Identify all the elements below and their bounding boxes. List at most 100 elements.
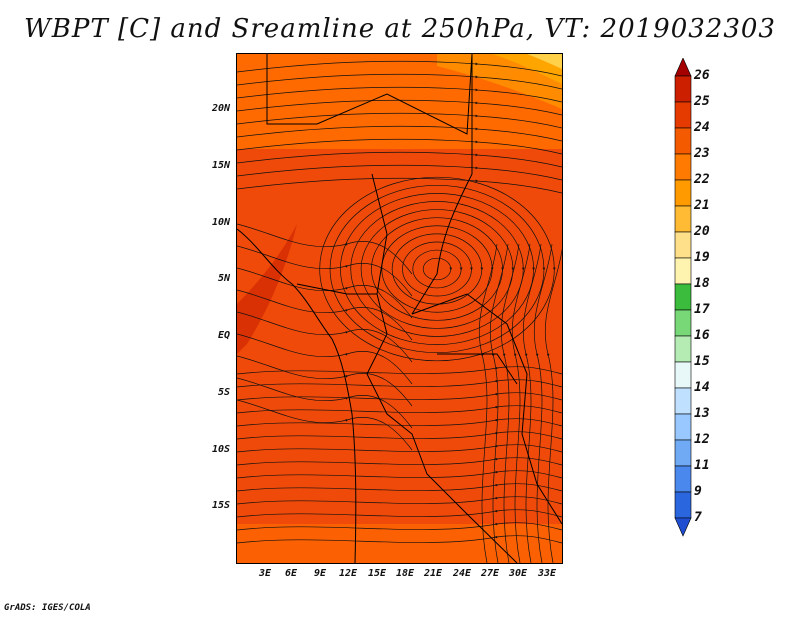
colorbar-box: [674, 257, 692, 285]
streamline: [371, 217, 504, 321]
colorbar-box: [674, 283, 692, 311]
footer-credit: GrADS: IGES/COLA: [4, 603, 91, 613]
map-svg: [237, 54, 562, 563]
colorbar-label: 11: [694, 458, 710, 473]
streamline: [237, 164, 562, 181]
lon-label-9e: 9E: [313, 568, 327, 579]
colorbar-bottom-arrow: [674, 517, 692, 537]
colorbar-box: [674, 361, 692, 389]
colorbar-label: 21: [694, 198, 710, 213]
streamline: [237, 125, 562, 142]
lon-label-15e: 15E: [367, 568, 387, 579]
streamline: [237, 60, 562, 77]
colorbar-label: 26: [694, 68, 710, 83]
lat-label-15n: 15N: [211, 160, 230, 171]
streamline: [237, 496, 562, 505]
lon-label-21e: 21E: [423, 568, 443, 579]
streamline: [237, 151, 562, 168]
lon-label-24e: 24E: [452, 568, 472, 579]
streamline: [511, 243, 531, 563]
wbpt-fill-northeast-warm: [492, 54, 562, 84]
streamline: [237, 138, 562, 155]
streamline: [329, 185, 546, 353]
wbpt-fill-ne-corner: [527, 54, 562, 69]
lat-label-eq: EQ: [217, 330, 230, 341]
map-panel: [236, 53, 563, 564]
streamline: [237, 392, 562, 401]
colorbar-box: [674, 153, 692, 181]
streamline: [237, 444, 562, 453]
streamline: [237, 355, 413, 407]
colorbar-label: 17: [694, 302, 710, 317]
colorbar-label: 15: [694, 354, 710, 369]
lon-label-30e: 30E: [508, 568, 528, 579]
streamline: [422, 257, 453, 281]
streamline: [237, 366, 562, 375]
colorbar-box: [674, 127, 692, 155]
streamline: [237, 73, 562, 90]
lon-label-12e: 12E: [338, 568, 358, 579]
lon-label-3e: 3E: [258, 568, 272, 579]
streamline: [237, 245, 413, 297]
chart-title: WBPT [C] and Sreamline at 250hPa, VT: 20…: [24, 14, 776, 44]
colorbar-box: [674, 387, 692, 415]
lon-label-27e: 27E: [480, 568, 500, 579]
colorbar-box: [674, 309, 692, 337]
lon-label-33e: 33E: [537, 568, 557, 579]
lat-label-15s: 15S: [211, 500, 230, 511]
streamline: [237, 405, 562, 414]
streamline: [402, 241, 473, 297]
colorbar-box: [674, 101, 692, 129]
streamline: [350, 201, 525, 337]
lat-label-5n: 5N: [217, 273, 230, 284]
lat-label-10s: 10S: [211, 444, 230, 455]
colorbar-label: 14: [694, 380, 710, 395]
colorbar-label: 12: [694, 432, 710, 447]
streamlines: [237, 60, 562, 563]
lat-label-20n: 20N: [211, 103, 230, 114]
streamline: [237, 483, 562, 492]
colorbar-label: 16: [694, 328, 710, 343]
streamline: [237, 522, 562, 531]
streamline: [237, 311, 413, 363]
colorbar-label: 18: [694, 276, 710, 291]
country-borders: [237, 54, 562, 563]
streamline: [533, 243, 553, 563]
wbpt-fill-west-patch: [237, 224, 297, 354]
colorbar-label: 20: [694, 224, 710, 239]
colorbar-label: 22: [694, 172, 710, 187]
colorbar-box: [674, 75, 692, 103]
streamline: [237, 289, 413, 341]
colorbar-box: [674, 413, 692, 441]
colorbar-box: [674, 439, 692, 467]
streamline: [237, 223, 413, 275]
streamline: [489, 243, 509, 563]
colorbar-box: [674, 205, 692, 233]
lon-label-6e: 6E: [284, 568, 298, 579]
colorbar: [674, 58, 692, 537]
colorbar-box: [674, 465, 692, 493]
colorbar-label: 7: [694, 510, 702, 525]
colorbar-top-arrow: [674, 58, 692, 77]
streamline: [237, 267, 413, 319]
colorbar-box: [674, 491, 692, 519]
colorbar-box: [674, 231, 692, 259]
colorbar-label: 23: [694, 146, 710, 161]
lat-label-10n: 10N: [211, 217, 230, 228]
streamline: [237, 470, 562, 479]
streamline: [237, 399, 413, 451]
lon-label-18e: 18E: [395, 568, 415, 579]
colorbar-box: [674, 179, 692, 207]
streamline: [237, 86, 562, 103]
streamline: [237, 379, 562, 388]
streamline: [237, 509, 562, 518]
streamline: [360, 209, 515, 329]
streamline: [500, 243, 520, 563]
streamline: [237, 431, 562, 440]
colorbar-label: 24: [694, 120, 710, 135]
streamline: [237, 99, 562, 116]
streamline: [522, 243, 542, 563]
lat-label-5s: 5S: [217, 387, 230, 398]
colorbar-box: [674, 335, 692, 363]
colorbar-label: 25: [694, 94, 710, 109]
